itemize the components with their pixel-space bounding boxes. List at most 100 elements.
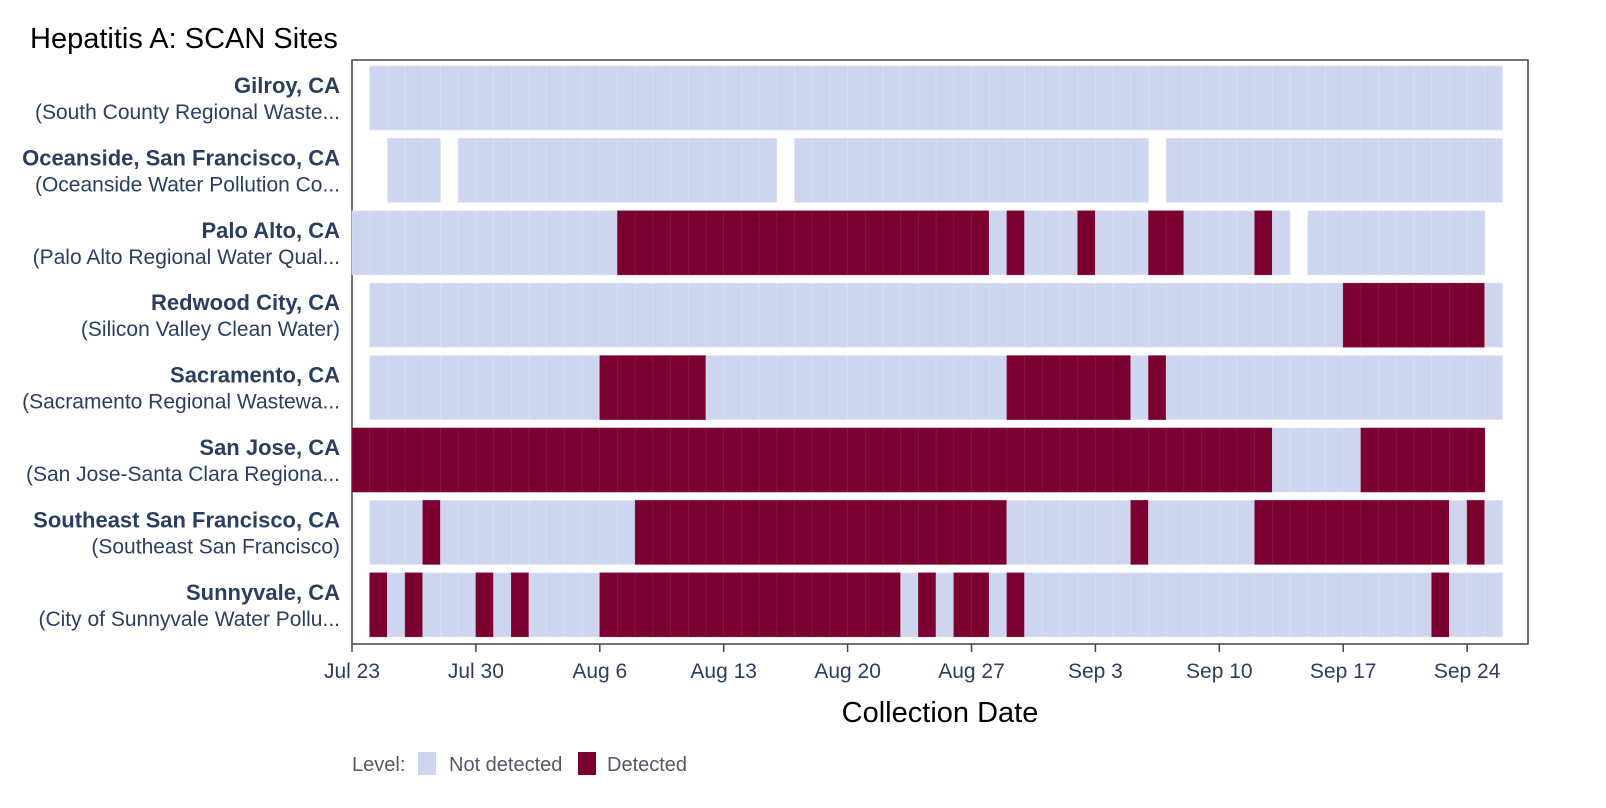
site-name-label: Palo Alto, CA bbox=[201, 218, 340, 243]
cell-detected bbox=[829, 427, 848, 493]
cell-not-detected bbox=[1165, 65, 1185, 131]
cell-detected bbox=[1006, 210, 1025, 276]
cell-not-detected bbox=[1449, 138, 1468, 203]
cell-not-detected bbox=[1431, 138, 1450, 203]
cell-not-detected bbox=[1112, 572, 1132, 638]
cell-detected bbox=[1042, 355, 1061, 420]
cell-detected bbox=[847, 572, 866, 638]
cell-detected bbox=[882, 210, 902, 276]
cell-not-detected bbox=[988, 138, 1008, 203]
cell-not-detected bbox=[1325, 355, 1344, 420]
cell-not-detected bbox=[1165, 282, 1185, 348]
cell-not-detected bbox=[457, 572, 477, 638]
cell-not-detected bbox=[1307, 355, 1326, 420]
site-name-label: Oceanside, San Francisco, CA bbox=[22, 145, 340, 170]
cell-not-detected bbox=[829, 355, 848, 420]
cell-not-detected bbox=[1219, 355, 1238, 420]
cell-not-detected bbox=[705, 138, 725, 203]
cell-not-detected bbox=[1112, 138, 1132, 203]
cell-not-detected bbox=[988, 65, 1008, 131]
heatmap-row bbox=[351, 210, 1486, 276]
cell-detected bbox=[1095, 355, 1114, 420]
cell-not-detected bbox=[1042, 282, 1061, 348]
site-facility-label: (Sacramento Regional Wastewa... bbox=[22, 391, 340, 414]
cell-not-detected bbox=[1219, 65, 1238, 131]
cell-not-detected bbox=[1201, 572, 1220, 638]
cell-not-detected bbox=[935, 282, 955, 348]
cell-detected bbox=[741, 210, 760, 276]
cell-not-detected bbox=[369, 500, 388, 565]
cell-not-detected bbox=[1201, 138, 1220, 203]
cell-not-detected bbox=[758, 138, 778, 203]
cell-not-detected bbox=[1024, 282, 1043, 348]
cell-not-detected bbox=[670, 65, 689, 131]
cell-not-detected bbox=[1378, 138, 1397, 203]
cell-detected bbox=[776, 427, 795, 493]
cell-not-detected bbox=[953, 138, 972, 203]
cell-detected bbox=[1342, 500, 1362, 565]
cell-detected bbox=[971, 210, 990, 276]
cell-not-detected bbox=[1254, 65, 1273, 131]
cell-not-detected bbox=[599, 138, 618, 203]
cell-not-detected bbox=[510, 65, 530, 131]
cell-not-detected bbox=[1219, 282, 1238, 348]
cell-not-detected bbox=[1236, 282, 1256, 348]
cell-not-detected bbox=[1077, 572, 1096, 638]
cell-not-detected bbox=[546, 65, 565, 131]
cell-not-detected bbox=[510, 210, 530, 276]
cell-detected bbox=[864, 427, 884, 493]
cell-not-detected bbox=[988, 282, 1008, 348]
legend-swatch-detected bbox=[578, 752, 596, 775]
cell-detected bbox=[794, 572, 813, 638]
cell-detected bbox=[1360, 282, 1379, 348]
x-tick-label: Sep 24 bbox=[1434, 660, 1501, 683]
cell-not-detected bbox=[1042, 138, 1061, 203]
cell-detected bbox=[617, 572, 636, 638]
cell-not-detected bbox=[864, 355, 884, 420]
cell-not-detected bbox=[1201, 282, 1220, 348]
cell-detected bbox=[918, 500, 937, 565]
cell-not-detected bbox=[864, 138, 884, 203]
cell-not-detected bbox=[475, 210, 494, 276]
cell-not-detected bbox=[794, 65, 813, 131]
site-facility-label: (Silicon Valley Clean Water) bbox=[81, 318, 340, 341]
cell-detected bbox=[1378, 427, 1397, 493]
cell-not-detected bbox=[422, 138, 441, 203]
cell-not-detected bbox=[1396, 355, 1415, 420]
cell-not-detected bbox=[652, 65, 671, 131]
cell-detected bbox=[1325, 500, 1344, 565]
cell-detected bbox=[1378, 500, 1397, 565]
cell-not-detected bbox=[457, 138, 477, 203]
cell-not-detected bbox=[1449, 65, 1468, 131]
x-tick-label: Sep 10 bbox=[1186, 660, 1253, 683]
cell-not-detected bbox=[1183, 500, 1202, 565]
cell-detected bbox=[811, 210, 831, 276]
legend-label-detected: Detected bbox=[607, 754, 687, 776]
cell-not-detected bbox=[900, 282, 919, 348]
cell-detected bbox=[1059, 355, 1079, 420]
cell-not-detected bbox=[510, 138, 530, 203]
cell-not-detected bbox=[723, 355, 742, 420]
cell-not-detected bbox=[687, 138, 707, 203]
cell-not-detected bbox=[1325, 282, 1344, 348]
cell-not-detected bbox=[1342, 427, 1362, 493]
cell-not-detected bbox=[1183, 282, 1202, 348]
cell-not-detected bbox=[723, 65, 742, 131]
cell-not-detected bbox=[1413, 355, 1433, 420]
cell-not-detected bbox=[634, 282, 654, 348]
cell-detected bbox=[811, 572, 831, 638]
cell-detected bbox=[634, 500, 654, 565]
cell-not-detected bbox=[1024, 572, 1043, 638]
site-facility-label: (City of Sunnyvale Water Pollu... bbox=[38, 608, 340, 631]
cell-not-detected bbox=[475, 500, 494, 565]
cell-detected bbox=[475, 572, 494, 638]
cell-not-detected bbox=[1307, 282, 1326, 348]
cell-not-detected bbox=[741, 138, 760, 203]
cell-detected bbox=[581, 427, 601, 493]
x-axis: Jul 23 Jul 30 Aug 6 Aug 13 Aug 20 Aug 27 Sep 3… bbox=[324, 644, 1501, 683]
cell-not-detected bbox=[776, 65, 795, 131]
cell-not-detected bbox=[1325, 65, 1344, 131]
cell-not-detected bbox=[1236, 65, 1256, 131]
cell-detected bbox=[741, 572, 760, 638]
